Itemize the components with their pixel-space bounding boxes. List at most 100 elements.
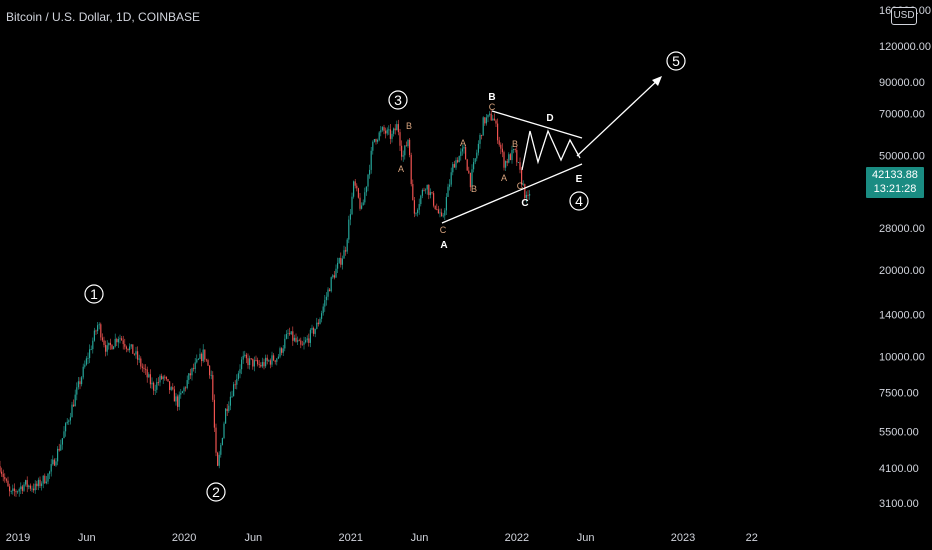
candle-body (212, 375, 214, 400)
candle-body (175, 396, 177, 402)
candle-body (81, 377, 83, 385)
candle-body (36, 483, 38, 487)
candle-body (233, 384, 235, 397)
candle-body (41, 483, 43, 486)
candle-body (524, 184, 526, 198)
candle-body (137, 351, 139, 360)
triangle-label-E: E (576, 174, 583, 185)
x-tick-label: Jun (411, 532, 429, 544)
candle-body (298, 340, 300, 342)
candle-body (177, 396, 179, 407)
candle-body (223, 423, 225, 439)
candle-body (489, 113, 491, 115)
candle-body (188, 373, 190, 381)
candle-body (100, 324, 102, 338)
candle-body (393, 128, 395, 134)
candle-body (335, 268, 337, 278)
candle-body (388, 129, 390, 131)
arrow-head-icon (652, 76, 662, 86)
candle-body (213, 399, 215, 428)
candle-body (477, 143, 479, 153)
candle-body (476, 152, 478, 159)
candle-body (241, 359, 243, 370)
candle-body (101, 337, 103, 341)
sub-wave-label-C: C (440, 225, 447, 235)
candle-body (47, 473, 49, 482)
candle-body (338, 257, 340, 263)
candle-body (378, 132, 380, 140)
candle-body (437, 209, 439, 214)
candle-body (401, 145, 403, 157)
wave-label-circle (84, 284, 104, 304)
candle-body (250, 358, 252, 360)
candle-body (271, 355, 273, 365)
y-tick-label: 90000.00 (879, 77, 925, 89)
candle-body (180, 392, 182, 395)
candle-body (498, 140, 500, 145)
candle-body (204, 349, 206, 360)
y-tick-label: 20000.00 (879, 265, 925, 277)
candle-body (449, 184, 451, 187)
projected-zigzag (521, 129, 581, 171)
candle-body (210, 375, 212, 376)
candle-body (148, 374, 150, 378)
candle-body (276, 358, 278, 362)
candle-body (49, 471, 51, 474)
candle-body (492, 118, 494, 121)
candle-body (497, 123, 499, 141)
wave-label-circle (666, 51, 686, 71)
candle-body (445, 196, 447, 211)
candle-body (503, 152, 505, 168)
candle-body (391, 133, 393, 139)
candle-body (317, 322, 319, 325)
candle-body (509, 154, 511, 161)
candle-body (439, 212, 441, 214)
x-tick-label: 2022 (505, 532, 529, 544)
candle-body (265, 357, 267, 367)
candle-body (348, 219, 350, 240)
candle-body (65, 423, 67, 432)
candle-body (215, 427, 217, 453)
candle-body (369, 169, 371, 175)
candle-body (69, 417, 71, 421)
candle-body (490, 113, 492, 121)
candle-body (277, 356, 279, 359)
candle-body (431, 192, 433, 194)
currency-button[interactable]: USD (891, 7, 917, 25)
candle-body (436, 209, 438, 210)
candle-body (381, 127, 383, 131)
candle-body (201, 353, 203, 362)
candle-body (79, 381, 81, 385)
candle-body (373, 139, 375, 142)
candle-body (61, 438, 63, 445)
candle-body (417, 209, 419, 213)
candle-body (263, 362, 265, 367)
candle-body (463, 146, 465, 149)
candle-body (359, 197, 361, 209)
candle-body (300, 340, 302, 345)
candle-body (0, 466, 1, 472)
candle-body (505, 161, 507, 168)
candle-body (236, 379, 238, 385)
candle-body (332, 275, 334, 278)
candle-body (122, 340, 124, 345)
candle-body (418, 204, 420, 210)
candle-body (159, 375, 161, 383)
candle-body (113, 346, 115, 350)
y-tick-label: 7500.00 (879, 388, 919, 400)
candle-body (170, 387, 172, 390)
candle-body (34, 483, 36, 491)
candle-body (428, 184, 430, 196)
triangle-label-C: C (521, 198, 528, 209)
candle-body (13, 488, 15, 492)
y-tick-label: 120000.00 (879, 41, 931, 53)
sub-wave-label-A: A (501, 173, 507, 183)
triangle-upper-trendline (491, 110, 583, 139)
candle-body (151, 382, 153, 385)
candle-body (268, 360, 270, 362)
candle-body (193, 368, 195, 370)
y-tick-label: 28000.00 (879, 223, 925, 235)
candle-body (426, 184, 428, 190)
candle-body (404, 145, 406, 156)
